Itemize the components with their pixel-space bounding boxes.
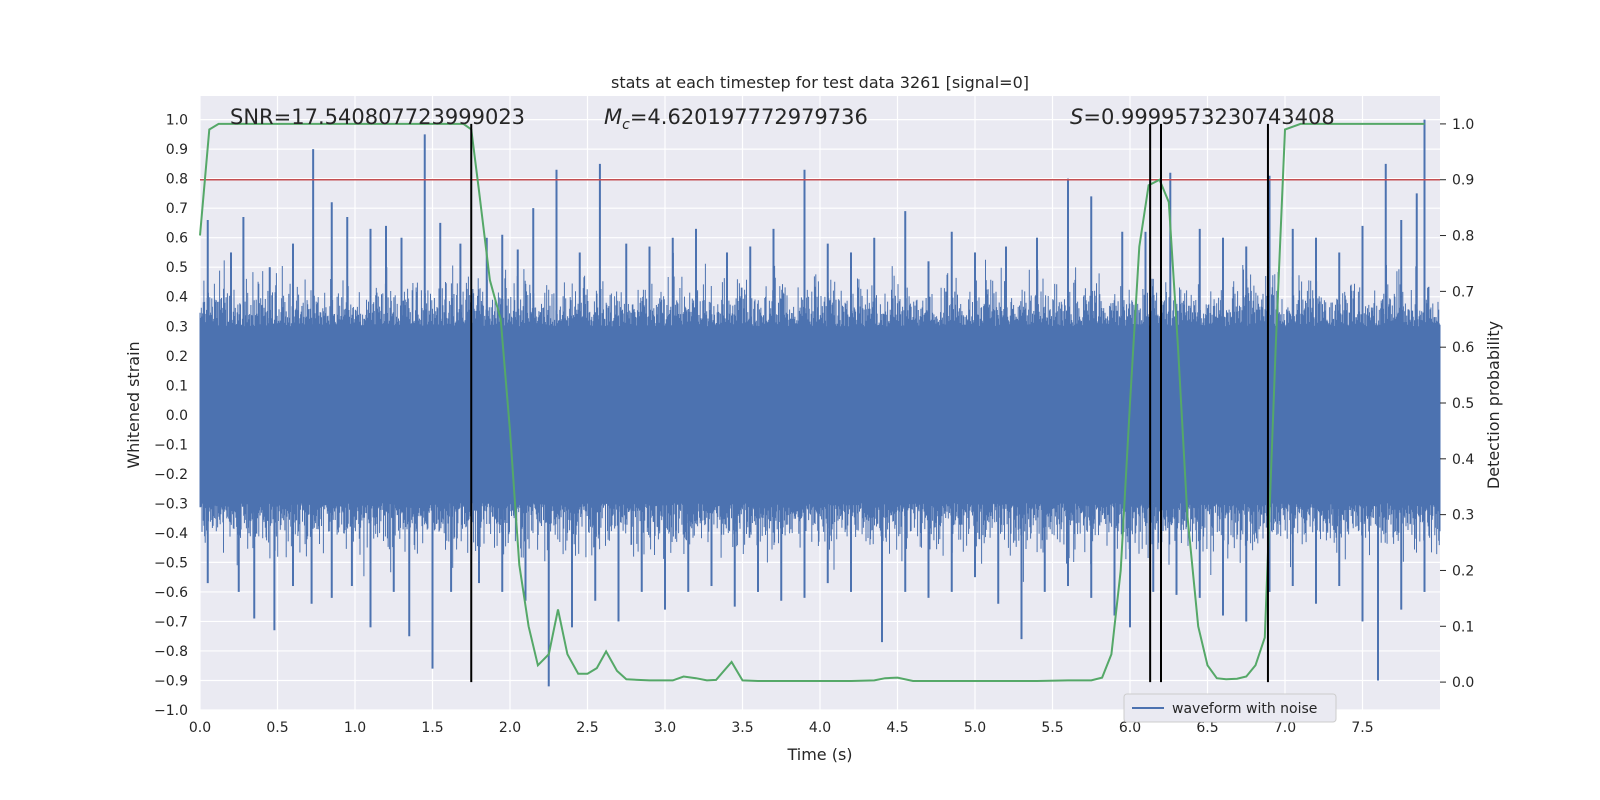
y-tick-label: 0.9 [166, 142, 188, 158]
y-right-tick-label: 0.2 [1452, 563, 1474, 579]
score-symbol: S [1070, 105, 1083, 129]
y-tick-label: −0.6 [154, 585, 188, 601]
y-axis-label-right: Detection probability [1484, 321, 1503, 489]
x-tick-label: 3.0 [654, 720, 676, 736]
y-right-tick-label: 0.6 [1452, 340, 1474, 356]
y-tick-label: −0.1 [154, 437, 188, 453]
y-tick-label: −0.8 [154, 644, 188, 660]
y-right-tick-label: 0.7 [1452, 284, 1474, 300]
y-tick-label: −0.7 [154, 614, 188, 630]
x-tick-label: 4.5 [886, 720, 908, 736]
waveform-noise [199, 252, 1441, 582]
y-tick-label: −0.4 [154, 526, 188, 542]
x-tick-label: 7.0 [1274, 720, 1296, 736]
x-tick-label: 5.5 [1041, 720, 1063, 736]
y-tick-label: 0.3 [166, 319, 188, 335]
y-tick-label: −0.2 [154, 467, 188, 483]
x-tick-label: 2.5 [576, 720, 598, 736]
legend-label: waveform with noise [1172, 701, 1317, 717]
x-tick-label: 0.5 [266, 720, 288, 736]
y-axis-label: Whitened strain [124, 341, 143, 468]
legend-box [1123, 693, 1337, 723]
y-right-tick-label: 1.0 [1452, 117, 1474, 133]
x-ticks: 0.0 0.5 1.0 1.5 2.0 2.5 3.0 3.5 4.0 4.5 5.0 5.5 6.0 6… [189, 720, 1374, 736]
y-right-tick-label: 0.1 [1452, 619, 1474, 635]
x-tick-label: 6.0 [1119, 720, 1141, 736]
chirp-mass-annotation: Mc=4.620197772979736 [604, 105, 868, 133]
y-right-tick-label: 0.9 [1452, 173, 1474, 189]
y-right-tick-label: 0.4 [1452, 452, 1474, 468]
x-tick-label: 5.0 [964, 720, 986, 736]
waveform-series [199, 119, 1441, 687]
y-tick-label: 0.4 [166, 290, 188, 306]
y-tick-label: −0.3 [154, 496, 188, 512]
y-tick-label: 0.0 [166, 408, 188, 424]
x-tick-label: 1.5 [421, 720, 443, 736]
y-tick-label: −0.5 [154, 555, 188, 571]
y-right-tick-label: 0.5 [1452, 396, 1474, 412]
x-tick-label: 4.0 [809, 720, 831, 736]
snr-annotation: SNR=17.540807723999023 [230, 105, 525, 129]
legend: waveform with noise [1123, 693, 1337, 723]
y-tick-label: 0.1 [166, 378, 188, 394]
x-tick-label: 2.0 [499, 720, 521, 736]
x-tick-label: 1.0 [344, 720, 366, 736]
x-tick-label: 6.5 [1196, 720, 1218, 736]
y-tick-label: −0.9 [154, 673, 188, 689]
chart-title: stats at each timestep for test data 326… [611, 73, 1029, 92]
x-axis-label: Time (s) [786, 745, 852, 764]
x-tick-label: 0.0 [189, 720, 211, 736]
x-tick-label: 3.5 [731, 720, 753, 736]
chirp-mass-value: =4.620197772979736 [630, 105, 868, 129]
y-tick-label: 0.8 [166, 172, 188, 188]
y-ticks-right: 0.0 0.1 0.2 0.3 0.4 0.5 0.6 0.7 0.8 0.9 1.0 [1440, 117, 1474, 691]
y-tick-label: −1.0 [154, 703, 188, 719]
probability-series [199, 122, 1440, 682]
y-right-tick-label: 0.8 [1452, 229, 1474, 245]
probability-line [199, 122, 1425, 682]
y-tick-label: 0.7 [166, 201, 188, 217]
y-tick-label: 1.0 [166, 113, 188, 129]
score-annotation: S=0.9999573230743408 [1070, 105, 1335, 129]
score-value: =0.9999573230743408 [1083, 105, 1334, 129]
chirp-mass-subscript: c [622, 117, 630, 133]
chirp-mass-symbol: M [604, 105, 622, 129]
y-tick-label: 0.5 [166, 260, 188, 276]
y-ticks: −1.0 −0.9 −0.8 −0.7 −0.6 −0.5 −0.4 −0.3 −0.2 −0.1… [154, 113, 188, 719]
y-right-tick-label: 0.0 [1452, 675, 1474, 691]
y-tick-label: 0.6 [166, 231, 188, 247]
x-tick-label: 7.5 [1351, 720, 1373, 736]
y-right-tick-label: 0.3 [1452, 508, 1474, 524]
y-tick-label: 0.2 [166, 349, 188, 365]
vertical-lines [470, 123, 1269, 683]
